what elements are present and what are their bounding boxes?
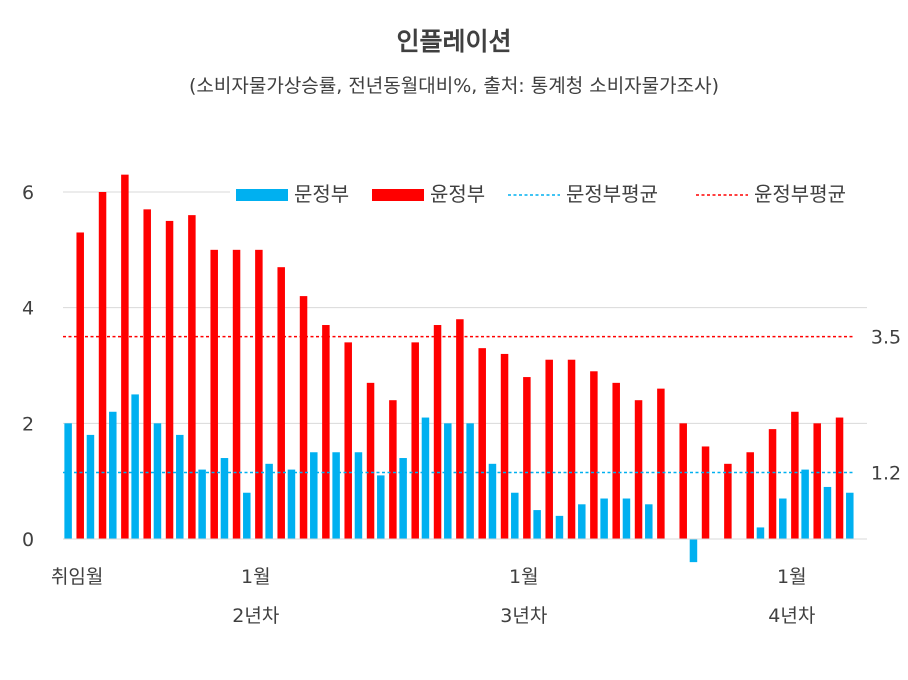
bar-moon [533,510,541,539]
bar-moon [444,423,452,539]
bar-yoon [344,342,352,539]
x-group-label: 3년차 [500,605,547,627]
bar-moon [689,539,698,563]
x-axis-labels: 취임월 1월 2년차 1월 3년차 1월 4년차 [51,566,815,627]
bar-yoon [433,325,442,539]
bar-moon [243,492,251,539]
legend-label-moon-avg: 문정부평균 [566,182,658,206]
bar-moon [511,492,519,539]
bar-yoon [76,232,84,539]
gridlines [63,191,867,424]
bar-yoon [98,192,107,539]
y-tick-label: 4 [22,298,34,320]
bar-moon [332,452,340,539]
bar-moon [377,475,385,539]
bar-yoon [277,267,285,539]
bar-yoon [724,463,732,539]
bar-moon [131,394,139,539]
bar-moon [578,504,586,539]
bar-yoon [500,353,509,539]
bar-yoon [165,220,174,539]
bar-yoon [143,209,151,539]
bar-yoon [746,452,754,539]
bar-moon [801,469,809,539]
legend-swatch-yoon [372,189,424,201]
legend-label-moon: 문정부 [294,182,349,206]
x-tick-label: 1월 [241,566,271,588]
bar-moon [287,469,296,539]
bar-yoon [634,400,643,539]
bar-yoon [791,411,799,539]
bar-moon [64,423,72,539]
bar-moon [176,434,184,539]
bar-moon [600,498,608,539]
y-tick-label: 2 [22,413,34,435]
bar-moon [310,452,318,539]
bar-moon [555,515,564,539]
bar-yoon [411,342,419,539]
bar-moon [823,486,832,539]
legend-swatch-moon [236,189,288,201]
bar-moon [198,469,206,539]
bar-moon [399,458,407,539]
x-tick-label: 1월 [777,566,807,588]
chart-title: 인플레이션 [396,27,511,56]
bar-moon [488,463,497,539]
bar-moon [153,423,162,539]
legend-label-yoon-avg: 윤정부평균 [754,182,846,206]
bar-yoon [567,359,576,539]
average-lines: 1.2 3.5 [63,327,901,484]
bar-yoon [478,348,486,539]
legend: 문정부 윤정부 문정부평균 윤정부평균 [230,180,880,210]
bar-moon [846,492,854,539]
bar-yoon [366,382,375,539]
bar-moon [354,452,363,539]
x-group-label: 4년차 [768,605,815,627]
bar-yoon [255,249,263,540]
y-tick-label: 6 [22,182,34,204]
x-tick-label: 취임월 [51,566,103,588]
bars [63,174,867,563]
bar-yoon [679,423,687,539]
bar-moon [86,434,95,539]
bar-moon [220,458,229,539]
bar-yoon [299,296,308,539]
bar-yoon [210,249,218,540]
bar-yoon [121,174,129,539]
bar-yoon [612,382,620,539]
bar-moon [421,417,430,539]
bar-moon [466,423,474,539]
bar-yoon [322,325,330,539]
bar-moon [779,498,787,539]
bar-yoon [456,319,464,539]
bar-yoon [232,249,241,540]
bar-yoon [768,429,777,539]
bar-yoon [813,423,821,539]
bar-yoon [188,215,196,539]
bar-yoon [523,377,531,539]
bar-moon [645,504,653,539]
bar-yoon [701,446,710,539]
chart-subtitle: (소비자물가상승률, 전년동월대비%, 출처: 통계청 소비자물가조사) [189,75,719,97]
average-label-yoon: 3.5 [871,327,901,349]
bar-yoon [590,371,598,539]
bar-moon [622,498,631,539]
bar-moon [756,527,765,539]
bar-yoon [657,388,665,539]
bar-yoon [835,417,844,539]
y-tick-label: 0 [22,529,34,551]
bar-moon [265,463,273,539]
x-tick-label: 1월 [509,566,539,588]
legend-label-yoon: 윤정부 [430,182,485,206]
y-axis-ticks: 0 2 4 6 [22,182,34,551]
average-label-moon: 1.2 [871,462,901,484]
bar-yoon [545,359,553,539]
x-group-label: 2년차 [232,605,279,627]
bar-yoon [389,400,397,539]
bar-moon [109,411,117,539]
